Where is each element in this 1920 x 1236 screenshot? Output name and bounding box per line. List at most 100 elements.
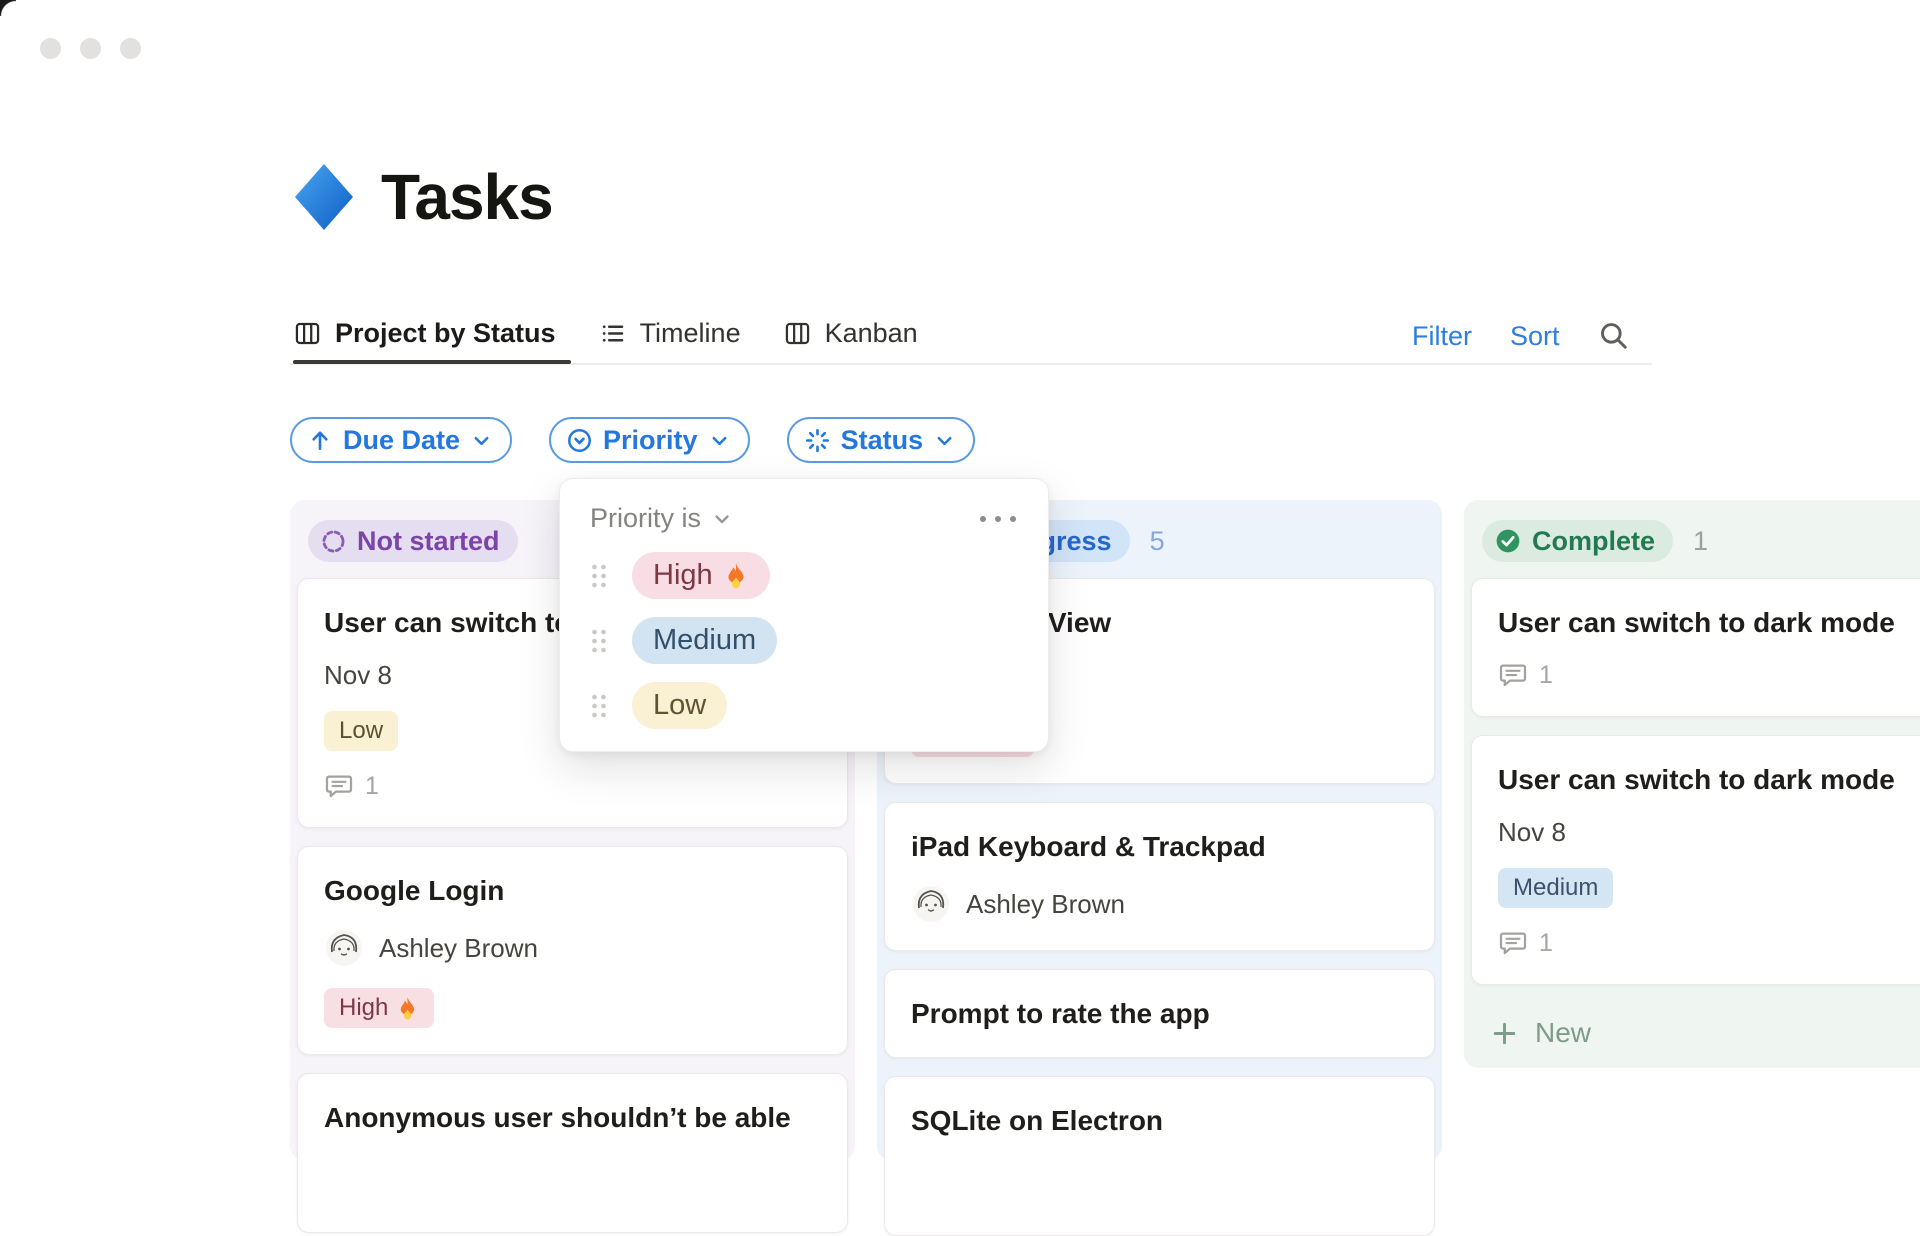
chip-status[interactable]: Status xyxy=(786,417,976,463)
avatar xyxy=(913,886,949,922)
popover-option-low[interactable]: Low xyxy=(590,682,1018,729)
card-title: iPad Keyboard & Trackpad xyxy=(911,831,1266,862)
more-options-icon[interactable] xyxy=(978,512,1018,526)
card-title: Anonymous user shouldn’t be able xyxy=(324,1102,791,1133)
card-title: Prompt to rate the app xyxy=(911,998,1210,1029)
page-header: Tasks xyxy=(293,160,554,234)
tab-timeline[interactable]: Timeline xyxy=(598,318,741,349)
chip-label: Status xyxy=(840,424,924,455)
tab-label: Timeline xyxy=(639,318,741,348)
chevron-down-icon xyxy=(715,514,729,523)
priority-option-tag: Low xyxy=(632,682,728,729)
blue-diamond-icon xyxy=(295,164,353,230)
card-title: User can switch to dark mode xyxy=(1498,607,1895,638)
chevron-down-icon xyxy=(712,436,727,445)
window-controls xyxy=(40,38,141,59)
task-card[interactable]: Anonymous user shouldn’t be able xyxy=(297,1073,848,1233)
comment-count: 1 xyxy=(1498,660,1920,690)
window-control-dot[interactable] xyxy=(120,38,141,59)
priority-option-label: Medium xyxy=(653,624,757,656)
chip-priority[interactable]: Priority xyxy=(549,417,750,463)
popover-option-high[interactable]: High xyxy=(590,552,1018,599)
task-card[interactable]: User can switch to dark mode 1 xyxy=(1471,578,1920,717)
comment-count-value: 1 xyxy=(1539,660,1553,689)
sort-link[interactable]: Sort xyxy=(1510,320,1560,351)
window-corner xyxy=(0,0,16,16)
priority-tag-label: Low xyxy=(339,717,384,744)
priority-tag-label: High xyxy=(339,994,389,1021)
task-card[interactable]: iPad Keyboard & Trackpad Ashley Brown xyxy=(884,802,1435,951)
active-tab-underline xyxy=(293,360,571,364)
add-new-card-button[interactable]: New xyxy=(1471,1003,1920,1063)
priority-option-label: High xyxy=(653,559,713,591)
page-title: Tasks xyxy=(381,161,554,233)
priority-option-tag: Medium xyxy=(632,617,778,664)
column-complete: Complete 1 User can switch to dark mode … xyxy=(1464,500,1920,1068)
assignee-name: Ashley Brown xyxy=(379,932,538,963)
comment-count: 1 xyxy=(324,771,821,801)
column-header[interactable]: Complete 1 xyxy=(1464,500,1920,578)
tab-project-by-status[interactable]: Project by Status xyxy=(293,318,556,349)
view-toolbar: Filter Sort xyxy=(1412,320,1630,352)
arrow-up-icon xyxy=(312,431,328,451)
status-badge: Not started xyxy=(308,520,518,562)
card-due-date: Nov 8 xyxy=(324,660,392,690)
popover-header: Priority is xyxy=(590,503,1018,534)
priority-tag-label: Medium xyxy=(1513,874,1599,901)
chevron-down-icon xyxy=(474,436,489,445)
column-count: 1 xyxy=(1693,525,1709,556)
drag-handle-icon[interactable] xyxy=(590,562,608,590)
circle-chevron-icon xyxy=(568,428,592,452)
priority-tag: Medium xyxy=(1498,868,1614,908)
search-icon[interactable] xyxy=(1598,320,1630,352)
status-badge-label: Complete xyxy=(1532,525,1656,556)
task-card[interactable]: Google Login Ashley Brown High xyxy=(297,846,848,1055)
comment-icon xyxy=(1499,932,1527,955)
view-tabs: Project by Status Timeline Kanban xyxy=(293,318,918,349)
spinner-icon xyxy=(805,428,829,452)
drag-handle-icon[interactable] xyxy=(590,627,608,655)
column-header[interactable]: Not started xyxy=(290,500,855,578)
card-title: SQLite on Electron xyxy=(911,1105,1164,1136)
column-count: 5 xyxy=(1149,525,1165,556)
plus-icon xyxy=(1493,1022,1516,1044)
popover-option-medium[interactable]: Medium xyxy=(590,617,1018,664)
tab-kanban[interactable]: Kanban xyxy=(783,318,918,349)
priority-tag: Low xyxy=(324,711,399,751)
tabs-divider xyxy=(290,363,1652,365)
add-new-card-label: New xyxy=(1535,1017,1592,1048)
chip-due-date[interactable]: Due Date xyxy=(290,417,513,463)
chip-label: Priority xyxy=(603,424,698,455)
dashed-circle-icon xyxy=(322,530,345,552)
priority-tag: High xyxy=(324,988,435,1028)
comment-icon xyxy=(325,775,353,798)
chevron-down-icon xyxy=(937,436,952,445)
assignee-name: Ashley Brown xyxy=(966,888,1125,919)
comment-count: 1 xyxy=(1498,928,1920,958)
status-badge-label: Not started xyxy=(357,525,500,556)
status-badge: Complete xyxy=(1482,520,1674,562)
assignee-row: Ashley Brown xyxy=(911,884,1408,924)
board-icon xyxy=(295,322,320,345)
flame-icon xyxy=(401,996,415,1020)
priority-option-tag: High xyxy=(632,552,770,599)
task-card[interactable]: Prompt to rate the app xyxy=(884,969,1435,1058)
window-control-dot[interactable] xyxy=(80,38,101,59)
popover-condition[interactable]: Priority is xyxy=(590,503,733,534)
task-card[interactable]: User can switch to dark mode Nov 8 Mediu… xyxy=(1471,735,1920,985)
filter-link[interactable]: Filter xyxy=(1412,320,1472,351)
popover-title: Priority is xyxy=(590,503,702,533)
chip-label: Due Date xyxy=(343,424,461,455)
flame-icon xyxy=(728,562,744,588)
filter-chip-row: Due Date Priority Status xyxy=(290,417,976,463)
assignee-row: Ashley Brown xyxy=(324,928,821,968)
card-title: Google Login xyxy=(324,875,505,906)
priority-filter-popover: Priority is High xyxy=(559,478,1049,752)
window-control-dot[interactable] xyxy=(40,38,61,59)
comment-count-value: 1 xyxy=(365,771,379,800)
comment-count-value: 1 xyxy=(1539,928,1553,957)
timeline-icon xyxy=(602,325,623,342)
task-card[interactable]: SQLite on Electron xyxy=(884,1076,1435,1236)
drag-handle-icon[interactable] xyxy=(590,692,608,720)
